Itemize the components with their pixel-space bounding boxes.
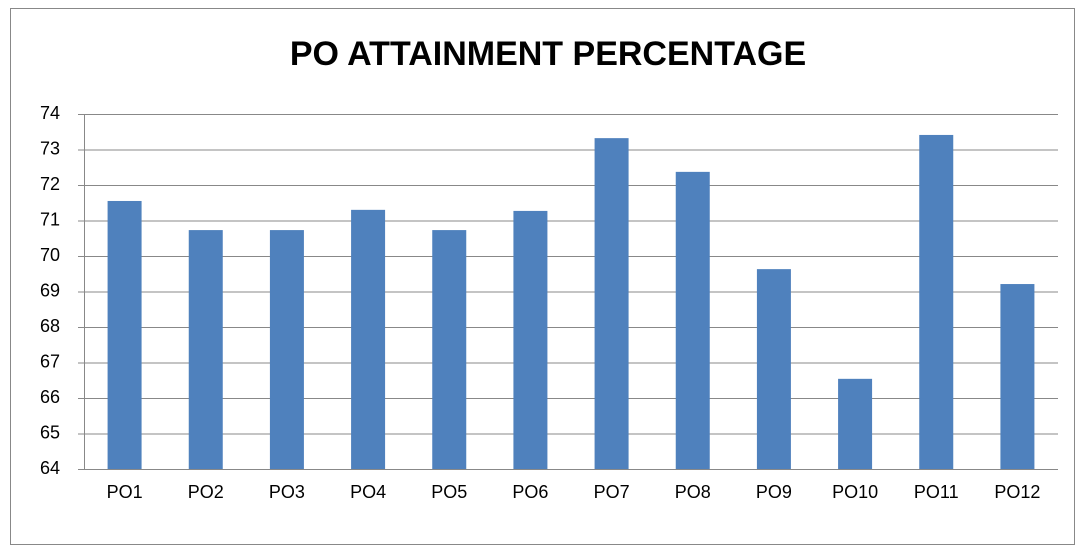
y-tick-label: 73 [40,138,60,158]
y-tick-label: 71 [40,209,60,229]
x-tick-label: PO9 [756,482,792,502]
bar [594,138,629,469]
x-tick-label: PO8 [675,482,711,502]
bar [513,210,548,470]
y-tick-label: 64 [40,458,60,478]
x-tick-label: PO10 [832,482,878,502]
y-tick-label: 70 [40,245,60,265]
x-tick-label: PO1 [107,482,143,502]
bar [838,378,873,469]
y-tick-label: 67 [40,351,60,371]
bar [351,209,386,469]
bar [756,269,791,469]
x-tick-label: PO4 [350,482,386,502]
x-tick-label: PO2 [188,482,224,502]
x-tick-label: PO7 [594,482,630,502]
chart-title: PO ATTAINMENT PERCENTAGE [290,35,806,73]
y-tick-label: 72 [40,174,60,194]
bar [919,134,954,469]
x-tick-label: PO11 [914,482,959,502]
y-tick-label: 66 [40,387,60,407]
bar [432,230,467,469]
y-tick-label: 68 [40,316,60,336]
x-tick-label: PO5 [431,482,467,502]
bar [1000,284,1035,469]
x-tick-label: PO12 [994,482,1040,502]
y-tick-label: 65 [40,422,60,442]
y-tick-label: 69 [40,280,60,300]
bar [675,171,710,470]
bar [188,230,223,469]
bar [269,230,304,469]
bar [107,200,142,469]
y-tick-label: 74 [40,103,60,123]
x-tick-label: PO6 [512,482,548,502]
x-tick-label: PO3 [269,482,305,502]
